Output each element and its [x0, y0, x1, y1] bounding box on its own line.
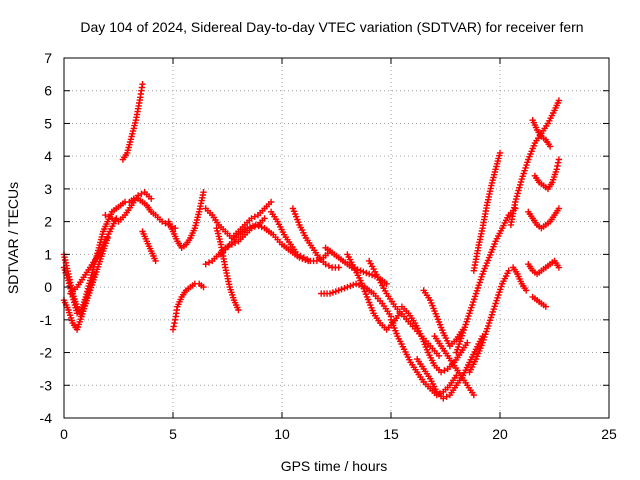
x-tick-label: 0: [60, 426, 68, 442]
x-tick-label: 15: [383, 426, 399, 442]
axis-ticks: 0 5 10 15 20 25 -4 -3 -2 -1 0 1 2 3 4 5 6 7: [40, 50, 617, 442]
data-point: [105, 213, 112, 220]
data-point: [158, 218, 166, 225]
data-point: [338, 286, 345, 293]
data-point: [363, 269, 370, 277]
data-point: [555, 205, 563, 212]
data-point: [300, 254, 307, 261]
data-point: [496, 149, 504, 157]
y-tick-label: 3: [44, 181, 52, 197]
data-point: [138, 190, 145, 197]
data-point: [139, 81, 146, 88]
y-tick-label: 7: [44, 50, 52, 66]
data-point: [350, 281, 357, 289]
x-tick-label: 20: [492, 426, 508, 442]
data-point: [200, 189, 207, 196]
data-point: [231, 239, 239, 247]
x-axis-label: GPS time / hours: [281, 458, 388, 474]
data-point: [255, 222, 262, 230]
data-point: [555, 97, 563, 104]
data-point: [249, 222, 257, 230]
data-point: [172, 225, 179, 232]
data-point: [248, 215, 255, 222]
data-point: [542, 303, 549, 310]
x-tick-label: 10: [274, 426, 290, 442]
data-point: [252, 221, 259, 229]
y-axis-label: SDTVAR / TECUs: [5, 182, 21, 294]
data-point: [112, 216, 119, 224]
data-point: [267, 198, 275, 206]
data-point: [322, 261, 329, 268]
data-point: [152, 257, 159, 265]
data-point: [523, 287, 530, 294]
data-point: [513, 193, 521, 200]
data-point: [91, 270, 98, 278]
data-point: [352, 280, 360, 287]
data-point: [335, 287, 342, 294]
data-point: [383, 280, 390, 287]
data-point: [366, 270, 373, 278]
data-point: [332, 288, 339, 295]
data-point: [329, 289, 337, 296]
y-tick-label: 1: [44, 246, 52, 262]
data-point: [555, 264, 563, 271]
data-point: [546, 143, 554, 150]
data-point: [200, 283, 207, 291]
data-point: [258, 223, 265, 231]
data-point: [243, 225, 251, 232]
data-point: [492, 300, 499, 307]
y-tick-label: 5: [44, 115, 52, 131]
data-point: [202, 261, 209, 268]
data-point: [148, 195, 155, 202]
data-point: [470, 298, 477, 306]
data-point: [134, 192, 142, 199]
data-point: [297, 252, 304, 260]
data-point: [440, 395, 447, 402]
data-point: [505, 267, 512, 274]
data-point: [470, 391, 477, 399]
data-point: [344, 283, 351, 291]
y-tick-label: -3: [40, 377, 53, 393]
data-point: [261, 215, 268, 222]
data-point: [555, 156, 563, 163]
data-point: [341, 285, 348, 292]
data-point: [102, 211, 109, 219]
data-points: [60, 81, 563, 402]
data-point: [326, 290, 334, 297]
data-point: [443, 393, 450, 400]
plot-frame: [63, 57, 610, 419]
chart-title: Day 104 of 2024, Sidereal Day-to-day VTE…: [80, 19, 583, 35]
data-point: [347, 282, 354, 290]
y-tick-label: -2: [40, 345, 53, 361]
x-tick-label: 25: [601, 426, 617, 442]
data-point: [235, 306, 242, 314]
data-point: [335, 264, 342, 271]
data-point: [435, 352, 443, 359]
data-point: [437, 369, 445, 376]
data-point: [246, 223, 254, 231]
data-point: [464, 339, 471, 346]
y-tick-label: -4: [40, 410, 53, 426]
y-tick-label: 0: [44, 279, 52, 295]
data-point: [459, 326, 467, 333]
y-tick-label: 4: [44, 148, 52, 164]
data-point: [360, 268, 367, 275]
y-tick-label: 2: [44, 214, 52, 230]
y-tick-label: -1: [40, 312, 53, 328]
data-point: [516, 184, 523, 191]
data-point: [441, 367, 448, 374]
data-point: [517, 178, 525, 186]
data-point: [514, 190, 521, 197]
y-tick-label: 6: [44, 83, 52, 99]
data-point: [554, 159, 562, 166]
data-point: [170, 323, 177, 330]
data-point: [512, 198, 519, 206]
x-tick-label: 5: [169, 426, 177, 442]
